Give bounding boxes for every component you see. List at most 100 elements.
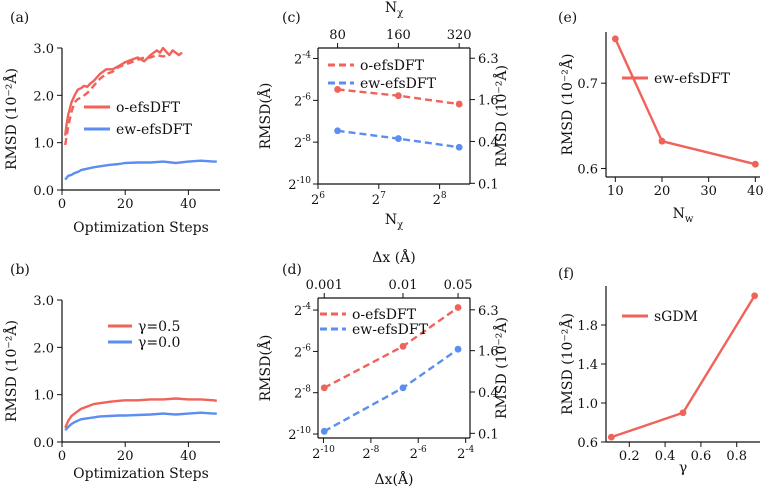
x2-tick-label: 0.05 xyxy=(444,278,473,293)
y-tick-label: 0.0 xyxy=(33,436,54,451)
data-point xyxy=(751,292,759,300)
y2-tick-label: 0.1 xyxy=(478,427,499,442)
y-tick-label: 0.7 xyxy=(577,77,598,92)
y-tick-label: 1.0 xyxy=(33,389,54,404)
data-point xyxy=(320,427,328,435)
legend-label: o-efsDFT xyxy=(116,100,181,116)
y-tick-label: 2-6 xyxy=(294,92,311,109)
panel-d: (d) 2-10 2-8 2-6 2-4 2-10 2-8 2-6 2-4 0.001 0.01 0.… xyxy=(256,248,510,488)
data-point xyxy=(455,143,463,151)
x-tick-label: 2-4 xyxy=(457,445,474,462)
x-tick-label: 40 xyxy=(747,184,763,199)
y-axis-label: RMSD (10⁻²Å) xyxy=(2,68,20,170)
data-point xyxy=(658,137,666,145)
x-axis-label: Δx(Å) xyxy=(374,470,413,488)
panel-e: (e) 10 20 30 40 0.6 0.7 Nw RMSD (10⁻²Å) ew-efsDFT xyxy=(558,10,763,225)
y-tick-label: 1.8 xyxy=(577,319,598,334)
x2-tick-label: 0.001 xyxy=(306,278,343,293)
data-point xyxy=(399,342,407,350)
series-line-ew-efsdft xyxy=(614,38,756,166)
data-point xyxy=(607,433,615,441)
data-point xyxy=(334,127,341,135)
y-tick-label: 2-10 xyxy=(288,426,311,443)
x-tick-label: 10 xyxy=(607,184,624,199)
y-axis-label: RMSD(Å) xyxy=(256,83,274,150)
x-axis-label: Optimization Steps xyxy=(73,466,209,482)
x-tick-label: 0.2 xyxy=(619,449,640,464)
x-axis-label: Optimization Steps xyxy=(73,220,209,236)
panel-a: (a) 0 20 40 0.0 1.0 2.0 3.0 Optimization Steps RM… xyxy=(2,10,220,236)
y-axis-label: RMSD(Å) xyxy=(256,335,274,402)
y-axis-label: RMSD (10⁻²Å) xyxy=(558,313,576,415)
x-tick-label: 0.4 xyxy=(655,449,676,464)
y-tick-label: 1.0 xyxy=(577,397,598,412)
legend-label: o-efsDFT xyxy=(352,307,417,323)
x-tick-label: 26 xyxy=(311,191,325,208)
x-axis-label: Nw xyxy=(673,206,694,225)
y2-tick-label: 0.1 xyxy=(478,177,499,192)
data-point xyxy=(455,100,463,108)
y-tick-label: 2-8 xyxy=(294,385,311,402)
x-tick-label: 27 xyxy=(372,191,386,208)
data-point xyxy=(399,384,407,392)
y-tick-label: 3.0 xyxy=(33,294,54,309)
panel-tag: (e) xyxy=(558,10,577,26)
x-tick-label: 20 xyxy=(117,449,134,464)
series-line-dashed-1 xyxy=(64,53,170,146)
y2-tick-label: 6.3 xyxy=(478,304,499,319)
y-axis-label: RMSD (10⁻²Å) xyxy=(558,54,576,156)
x-tick-label: 20 xyxy=(117,197,134,212)
x-tick-label: 20 xyxy=(654,184,671,199)
x-tick-label: 40 xyxy=(180,449,197,464)
y-tick-label: 2-10 xyxy=(288,176,311,193)
legend-label: sGDM xyxy=(654,309,698,325)
x2-tick-label: 160 xyxy=(386,28,411,43)
y-tick-label: 1.4 xyxy=(577,358,598,373)
y-tick-label: 0.6 xyxy=(577,162,598,177)
y-tick-label: 2.0 xyxy=(33,89,54,104)
y-tick-label: 2.0 xyxy=(33,341,54,356)
y2-tick-label: 0.4 xyxy=(478,386,499,401)
x-tick-label: 0 xyxy=(58,197,66,212)
x-tick-label: 0 xyxy=(58,449,66,464)
panel-c: (c) 26 27 28 2-10 2-8 2-6 2-4 80 160 320 0.1 0.4 1.6 6… xyxy=(256,0,510,231)
x-tick-label: 0.8 xyxy=(726,449,747,464)
data-point xyxy=(394,135,402,142)
x-tick-label: 2-8 xyxy=(362,445,379,462)
y-tick-label: 2-4 xyxy=(294,302,311,319)
y-tick-label: 2-6 xyxy=(294,343,311,360)
panel-tag: (c) xyxy=(282,10,301,26)
legend-label: ew-efsDFT xyxy=(360,76,437,92)
x-tick-label: 2-6 xyxy=(410,445,427,462)
data-point xyxy=(679,409,687,417)
x2-tick-label: 0.01 xyxy=(389,278,418,293)
data-point xyxy=(751,160,759,168)
panel-tag: (d) xyxy=(282,262,302,278)
y-tick-label: 0.0 xyxy=(33,184,54,199)
x-tick-label: 28 xyxy=(433,191,447,208)
series-line--0-5 xyxy=(64,397,217,429)
series-line-ew-efsdft xyxy=(323,348,459,433)
x-axis-label: γ xyxy=(679,460,687,476)
legend-label: ew-efsDFT xyxy=(654,71,731,87)
y2-tick-label: 0.4 xyxy=(478,135,499,150)
series-line--0-0 xyxy=(64,411,217,432)
x2-tick-label: 320 xyxy=(447,28,472,43)
panel-tag: (f) xyxy=(558,266,574,282)
y-tick-label: 3.0 xyxy=(33,42,54,57)
x-tick-label: 40 xyxy=(180,197,197,212)
data-point xyxy=(454,345,462,353)
y-tick-label: 2-4 xyxy=(294,50,311,67)
x-tick-label: 30 xyxy=(700,184,717,199)
x-tick-label: 0.6 xyxy=(691,449,712,464)
legend-label: o-efsDFT xyxy=(360,58,425,74)
legend-label: γ=0.0 xyxy=(138,335,180,351)
y2-tick-label: 6.3 xyxy=(478,52,499,67)
y2-tick-label: 1.6 xyxy=(478,94,499,109)
legend-label: γ=0.5 xyxy=(138,319,180,335)
x2-axis-label: Δx (Å) xyxy=(372,248,416,266)
y-tick-label: 0.6 xyxy=(577,436,598,451)
y2-axis-label: RMSD (10⁻²Å) xyxy=(492,317,510,419)
panel-tag: (b) xyxy=(10,262,30,278)
